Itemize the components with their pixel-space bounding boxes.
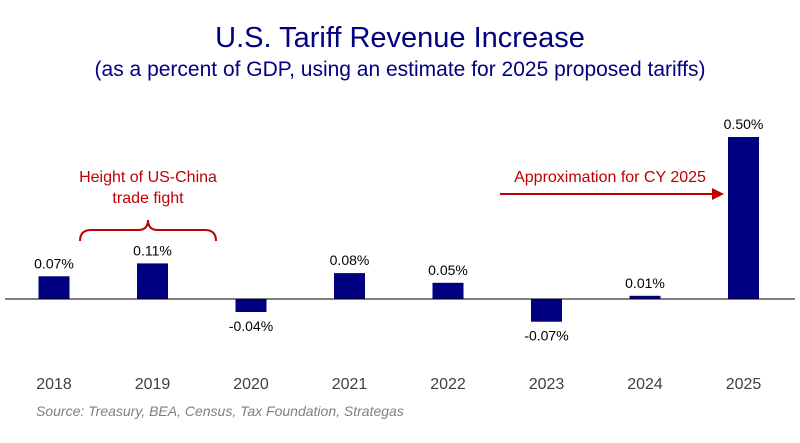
bar-2024 xyxy=(629,295,661,299)
value-label-2021: 0.08% xyxy=(330,252,370,268)
annotation-china-line2: trade fight xyxy=(112,190,184,207)
x-tick-2025: 2025 xyxy=(726,376,762,393)
x-tick-2021: 2021 xyxy=(332,376,368,393)
value-label-2022: 0.05% xyxy=(428,262,468,278)
chart-subtitle: (as a percent of GDP, using an estimate … xyxy=(95,58,706,81)
bar-2019 xyxy=(137,263,168,299)
x-tick-2024: 2024 xyxy=(627,376,663,393)
x-tick-2022: 2022 xyxy=(430,376,466,393)
bar-2023 xyxy=(531,299,562,322)
x-tick-2018: 2018 xyxy=(36,376,72,393)
value-label-2025: 0.50% xyxy=(724,116,764,132)
bars-group xyxy=(38,137,759,322)
value-label-2020: -0.04% xyxy=(229,318,273,334)
value-labels-group: 0.07% 0.11% -0.04% 0.08% 0.05% -0.07% 0.01% 0.5… xyxy=(34,116,763,344)
value-label-2018: 0.07% xyxy=(34,255,74,271)
bar-2022 xyxy=(432,282,464,299)
value-label-2024: 0.01% xyxy=(625,275,665,291)
annotation-china-line1: Height of US-China xyxy=(79,169,217,186)
x-tick-labels-group: 2018 2019 2020 2021 2022 2023 2024 2025 xyxy=(36,376,761,393)
annotation-approx: Approximation for CY 2025 xyxy=(514,169,706,186)
annotation-arrow-head xyxy=(712,188,724,200)
source-note: Source: Treasury, BEA, Census, Tax Found… xyxy=(36,403,404,419)
bar-2020 xyxy=(235,299,267,312)
x-tick-2019: 2019 xyxy=(135,376,171,393)
bar-2021 xyxy=(334,273,365,299)
x-tick-2023: 2023 xyxy=(529,376,565,393)
x-tick-2020: 2020 xyxy=(233,376,269,393)
chart-title: U.S. Tariff Revenue Increase xyxy=(215,22,585,54)
value-label-2023: -0.07% xyxy=(524,328,568,344)
bar-2018 xyxy=(38,276,70,299)
value-label-2019: 0.11% xyxy=(133,242,172,258)
bar-2025 xyxy=(728,137,759,299)
annotation-brace xyxy=(79,219,217,242)
